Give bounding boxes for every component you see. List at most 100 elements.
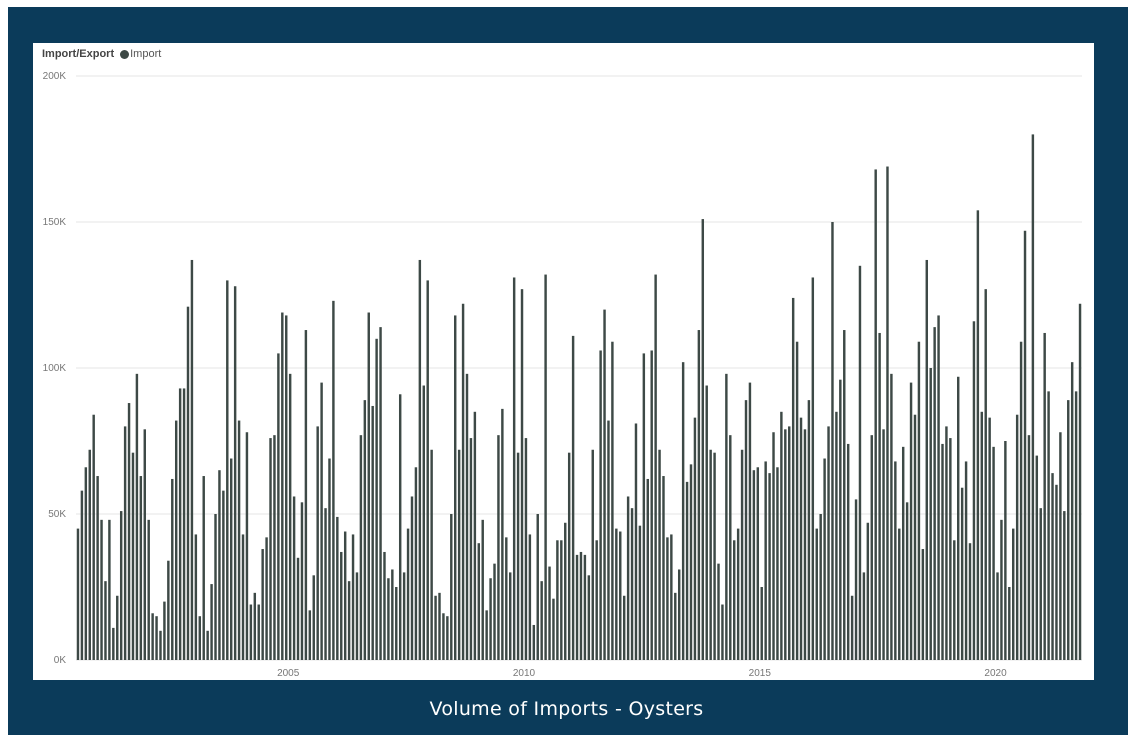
bar[interactable] [261, 549, 264, 660]
bar[interactable] [697, 330, 701, 660]
bar[interactable] [1047, 391, 1050, 660]
bar[interactable] [968, 543, 972, 660]
bar[interactable] [328, 458, 331, 660]
bar[interactable] [898, 528, 901, 660]
bar[interactable] [241, 534, 245, 660]
bar[interactable] [206, 630, 209, 660]
bar[interactable] [894, 461, 897, 660]
bar[interactable] [1059, 432, 1062, 660]
bar[interactable] [972, 321, 976, 660]
bar[interactable] [744, 400, 748, 660]
bar[interactable] [634, 423, 638, 660]
bar[interactable] [398, 394, 402, 660]
bar[interactable] [949, 438, 952, 660]
bar[interactable] [281, 312, 284, 660]
bar[interactable] [917, 341, 921, 660]
bar[interactable] [524, 438, 528, 660]
bar[interactable] [76, 528, 80, 660]
bar[interactable] [489, 578, 492, 660]
bar[interactable] [681, 362, 685, 660]
bar[interactable] [277, 353, 280, 660]
bar[interactable] [1012, 528, 1015, 660]
bar[interactable] [324, 508, 327, 660]
bar[interactable] [662, 476, 665, 660]
bar[interactable] [921, 549, 925, 660]
bar[interactable] [395, 587, 398, 660]
bar[interactable] [874, 169, 877, 660]
bar[interactable] [371, 405, 374, 660]
bar[interactable] [1055, 484, 1058, 660]
bar[interactable] [607, 420, 610, 660]
bar[interactable] [725, 373, 728, 660]
bar[interactable] [799, 417, 803, 660]
bar[interactable] [693, 417, 697, 660]
bar[interactable] [312, 575, 315, 660]
bar[interactable] [1063, 511, 1066, 660]
bar[interactable] [827, 426, 830, 660]
bar[interactable] [509, 572, 512, 660]
bar[interactable] [434, 595, 437, 660]
bar[interactable] [615, 528, 618, 660]
bar[interactable] [359, 435, 363, 660]
bar[interactable] [784, 429, 787, 660]
bar[interactable] [674, 592, 677, 660]
bar[interactable] [807, 400, 811, 660]
bar[interactable] [556, 540, 559, 660]
bar[interactable] [642, 353, 646, 660]
bar[interactable] [1067, 400, 1070, 660]
bar[interactable] [512, 277, 516, 660]
bar[interactable] [178, 388, 182, 660]
bar[interactable] [571, 335, 575, 660]
bar[interactable] [174, 420, 178, 660]
bar[interactable] [379, 327, 382, 660]
bar[interactable] [658, 449, 661, 660]
bar[interactable] [237, 420, 241, 660]
bar[interactable] [1004, 441, 1007, 660]
bar[interactable] [953, 540, 956, 660]
bar[interactable] [599, 350, 602, 660]
bar[interactable] [320, 382, 323, 660]
bar[interactable] [1027, 435, 1031, 660]
bar[interactable] [316, 426, 319, 660]
bar[interactable] [638, 525, 642, 660]
bar[interactable] [548, 566, 551, 660]
bar[interactable] [567, 452, 571, 660]
bar[interactable] [760, 587, 763, 660]
bar[interactable] [222, 490, 225, 660]
bar[interactable] [560, 540, 563, 660]
bar[interactable] [363, 400, 367, 660]
bar[interactable] [202, 476, 205, 660]
bar[interactable] [831, 222, 834, 660]
bar[interactable] [116, 595, 119, 660]
bar[interactable] [886, 166, 889, 660]
bar[interactable] [992, 446, 995, 660]
bar[interactable] [245, 432, 249, 660]
bar[interactable] [764, 461, 767, 660]
bar[interactable] [579, 551, 583, 660]
bar[interactable] [182, 388, 186, 660]
bar[interactable] [1023, 230, 1027, 660]
bar[interactable] [957, 376, 960, 660]
bar[interactable] [1074, 391, 1078, 660]
bar[interactable] [729, 435, 732, 660]
bar[interactable] [677, 569, 681, 660]
bar[interactable] [450, 514, 453, 660]
bar[interactable] [249, 604, 253, 660]
bar[interactable] [457, 449, 461, 660]
bar[interactable] [285, 315, 288, 660]
bar[interactable] [839, 379, 842, 660]
bar[interactable] [960, 487, 964, 660]
bar[interactable] [1019, 341, 1023, 660]
bar[interactable] [127, 403, 131, 660]
bar[interactable] [410, 496, 414, 660]
bar[interactable] [528, 534, 532, 660]
bar[interactable] [198, 616, 202, 660]
bar[interactable] [654, 274, 657, 660]
bar[interactable] [375, 338, 378, 660]
bar[interactable] [1039, 508, 1042, 660]
bar[interactable] [901, 446, 905, 660]
bar[interactable] [214, 514, 217, 660]
bar[interactable] [355, 572, 359, 660]
bar[interactable] [253, 592, 257, 660]
bar[interactable] [803, 429, 807, 660]
